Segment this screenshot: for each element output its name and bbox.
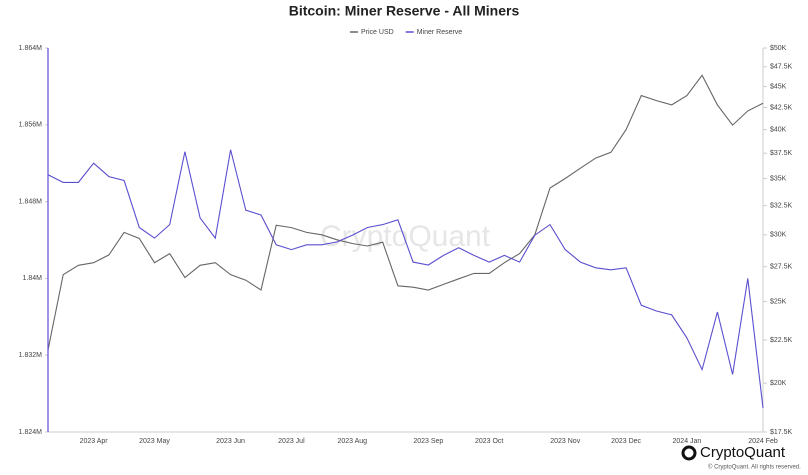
x-tick-label: 2023 Sep: [413, 438, 443, 445]
y2-tick-label: $25K: [770, 298, 787, 305]
legend-label: Price USD: [361, 29, 394, 36]
x-tick-label: 2023 Jul: [278, 438, 305, 445]
y2-tick-label: $50K: [770, 45, 787, 52]
y2-tick-label: $47.5K: [770, 64, 793, 71]
y-tick-label: 1.848M: [19, 198, 43, 205]
watermark: CryptoQuant: [320, 220, 491, 253]
y2-tick-label: $32.5K: [770, 202, 793, 209]
series-line: [47, 149, 764, 409]
x-tick-label: 2023 Aug: [337, 438, 367, 445]
y2-tick-label: $17.5K: [770, 429, 793, 436]
y2-tick-label: $42.5K: [770, 104, 793, 111]
y-tick-label: 1.832M: [19, 352, 43, 359]
legend-label: Miner Reserve: [417, 29, 463, 36]
x-tick-label: 2023 Oct: [475, 438, 503, 445]
x-tick-label: 2023 Jun: [216, 438, 245, 445]
y-tick-label: 1.864M: [19, 45, 43, 52]
chart-title: Bitcoin: Miner Reserve - All Miners: [289, 3, 520, 19]
y2-tick-label: $37.5K: [770, 150, 793, 157]
y2-tick-label: $22.5K: [770, 337, 793, 344]
y2-tick-label: $40K: [770, 126, 787, 133]
y2-tick-label: $45K: [770, 83, 787, 90]
y-tick-label: 1.856M: [19, 122, 43, 129]
y2-tick-label: $35K: [770, 175, 787, 182]
y-tick-label: 1.84M: [23, 275, 43, 282]
y2-tick-label: $27.5K: [770, 264, 793, 271]
y2-tick-label: $30K: [770, 232, 787, 239]
x-tick-label: 2024 Jan: [673, 438, 702, 445]
logo: CryptoQuant © CryptoQuant. All rights re…: [681, 444, 801, 471]
y-tick-label: 1.824M: [19, 429, 43, 436]
x-tick-label: 2023 Apr: [80, 438, 109, 445]
logo-text: CryptoQuant: [700, 444, 786, 461]
logo-icon: [681, 445, 697, 461]
x-tick-label: 2023 Dec: [611, 438, 641, 445]
y2-tick-label: $20K: [770, 380, 787, 387]
x-tick-label: 2023 Nov: [550, 438, 580, 445]
copyright: © CryptoQuant. All rights reserved.: [708, 464, 801, 471]
x-tick-label: 2023 May: [139, 438, 170, 445]
x-tick-label: 2024 Feb: [748, 438, 778, 445]
series-line: [47, 74, 764, 351]
